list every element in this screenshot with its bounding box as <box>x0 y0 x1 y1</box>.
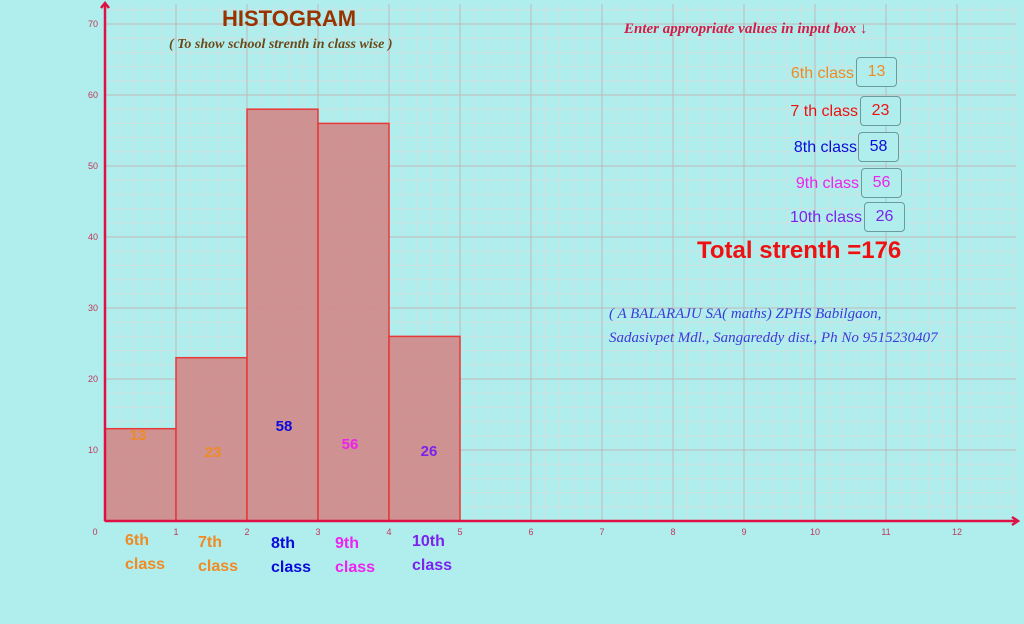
y-tick-label: 70 <box>88 19 98 29</box>
category-label-10th: 10th class <box>412 533 453 574</box>
x-tick-label: 7 <box>599 527 604 537</box>
label-8th-class: 8th class <box>793 139 857 156</box>
x-tick-label: 3 <box>315 527 320 537</box>
x-tick-label: 11 <box>881 527 890 537</box>
axes <box>100 0 1021 527</box>
histogram-bar <box>246 108 319 522</box>
category-label-9th: 9th class <box>335 535 376 576</box>
histogram-bar <box>175 356 248 522</box>
label-6th-class: 6th class <box>790 65 854 82</box>
label-10th-class: 10th class <box>789 209 862 226</box>
total-strength: Total strenth =176 <box>697 237 902 264</box>
input-8th-class[interactable]: 58 <box>858 132 899 162</box>
y-tick-label: 50 <box>88 161 98 171</box>
category-label-7th: 7th class <box>198 534 239 575</box>
x-tick-label: 1 <box>173 527 178 537</box>
input-10th-class[interactable]: 26 <box>864 202 905 232</box>
histogram-bars <box>104 108 461 522</box>
category-label-8th: 8th class <box>271 535 312 576</box>
y-tick-label: 60 <box>88 90 98 100</box>
x-tick-label: 6 <box>528 527 533 537</box>
label-7th-class: 7 th class <box>790 103 858 120</box>
input-6th-class[interactable]: 13 <box>856 57 897 87</box>
y-axis-arrow-icon <box>100 0 110 9</box>
y-tick-label: 40 <box>88 232 98 242</box>
bar-value-10th: 26 <box>420 443 438 460</box>
input-9th-class[interactable]: 56 <box>861 168 902 198</box>
histogram-bar <box>388 335 461 522</box>
category-label-6th: 6th class <box>125 532 166 573</box>
y-tick-label: 10 <box>88 445 98 455</box>
histogram-bar <box>317 122 390 522</box>
y-tick-label: 20 <box>88 374 98 384</box>
x-tick-label: 2 <box>244 527 249 537</box>
label-9th-class: 9th class <box>795 175 859 192</box>
x-tick-label: 5 <box>457 527 462 537</box>
input-instruction: Enter appropriate values in input box ↓ <box>624 21 868 37</box>
credit-line-2: Sadasivpet Mdl., Sangareddy dist., Ph No… <box>609 330 938 346</box>
input-7th-class[interactable]: 23 <box>860 96 901 126</box>
x-tick-label: 0 <box>92 527 97 537</box>
x-tick-label: 9 <box>741 527 746 537</box>
x-tick-label: 12 <box>952 527 962 537</box>
bar-value-7th: 23 <box>204 444 222 461</box>
x-axis-arrow-icon <box>1011 515 1021 527</box>
y-tick-label: 30 <box>88 303 98 313</box>
chart-title: HISTOGRAM <box>222 6 357 31</box>
bar-value-8th: 58 <box>275 418 293 435</box>
x-tick-label: 8 <box>670 527 675 537</box>
x-tick-label: 4 <box>386 527 391 537</box>
bar-value-6th: 13 <box>129 427 147 444</box>
chart-subtitle: ( To show school strenth in class wise ) <box>169 37 393 52</box>
credit-line-1: ( A BALARAJU SA( maths) ZPHS Babilgaon, <box>609 306 882 322</box>
bar-value-9th: 56 <box>341 436 359 453</box>
x-tick-label: 10 <box>810 527 820 537</box>
